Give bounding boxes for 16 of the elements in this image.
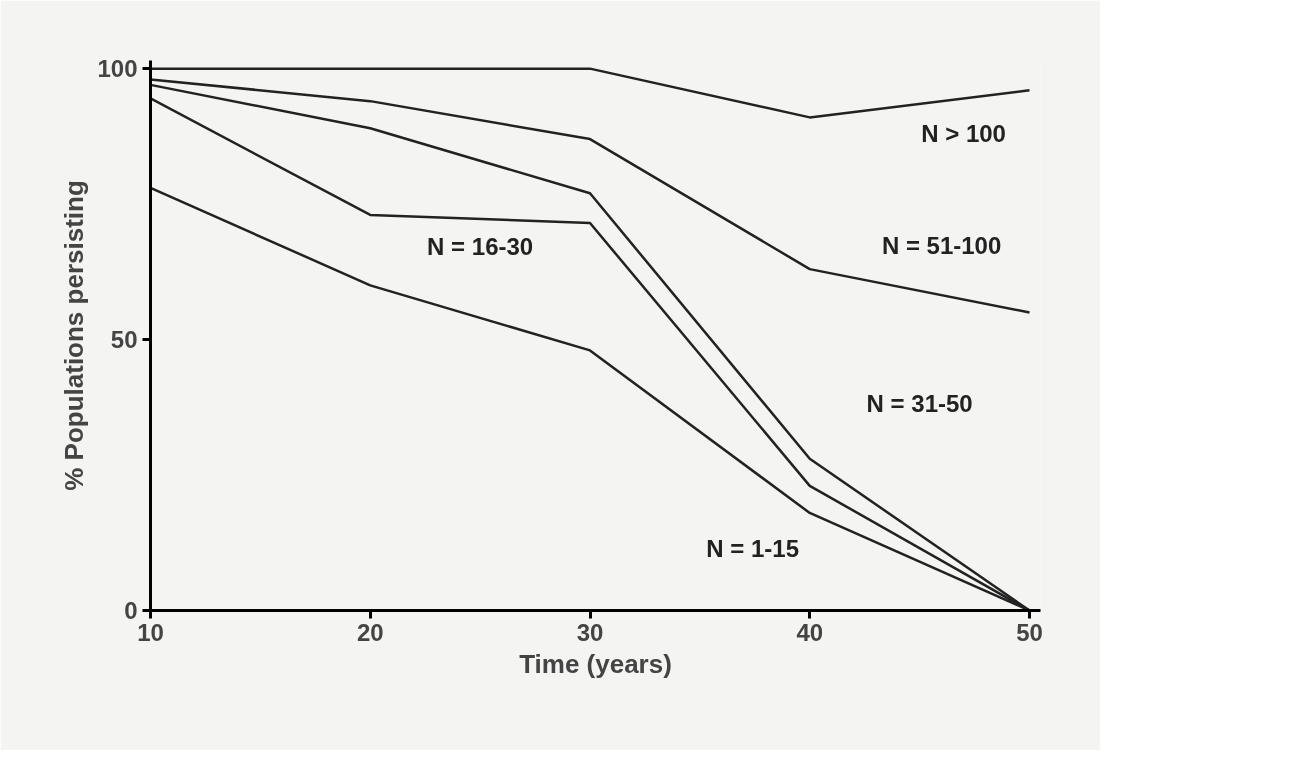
x-tick-label: 10 [137,618,164,646]
x-tick-label: 30 [576,618,604,646]
text: N = 31-50 [866,390,973,418]
x-tick-label: 50 [1016,618,1043,646]
x-axis-title: Time (years) [519,648,672,679]
x-tick-label: 40 [796,618,824,646]
series-label: N = 1-15 [706,535,799,563]
x-tick-label: 20 [356,618,384,646]
y-tick-label: 100 [97,55,138,83]
y-axis-title: % Populations persisting [59,180,90,491]
series-label: N > 100 [921,119,1006,147]
y-tick-label: 50 [110,326,138,354]
series-label: N = 16-30 [427,233,534,261]
series-label: N = 51-100 [881,231,1002,259]
y-tick-label: 0 [124,597,138,624]
line-series [150,78,1031,314]
